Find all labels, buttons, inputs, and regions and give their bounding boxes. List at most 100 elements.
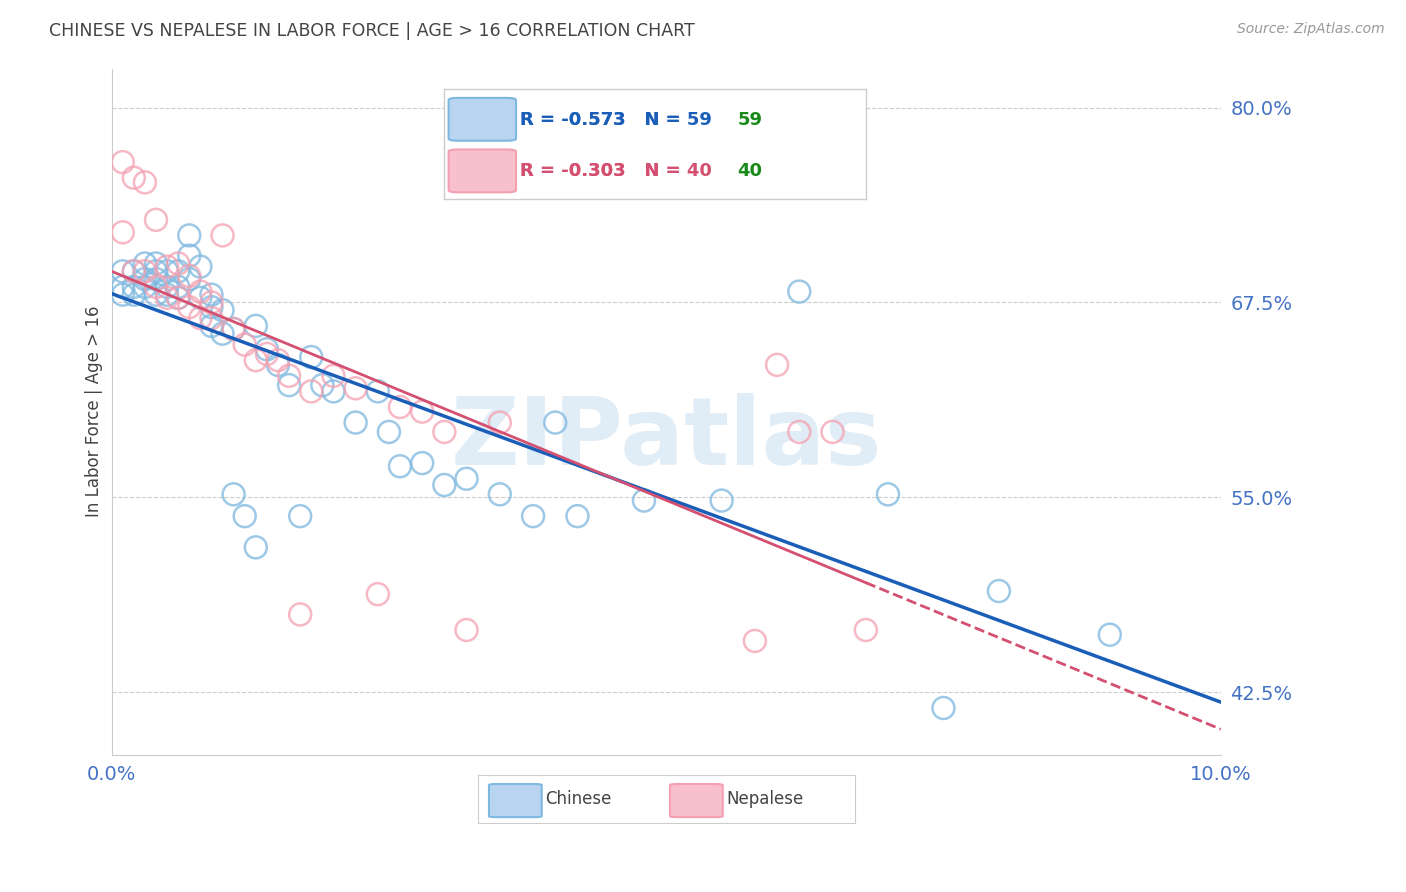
Point xyxy=(488,487,510,501)
Point xyxy=(222,322,245,336)
Point xyxy=(179,228,201,243)
Point xyxy=(167,291,190,305)
Point xyxy=(156,287,179,301)
Point xyxy=(821,425,844,439)
Point xyxy=(766,358,789,372)
Point xyxy=(367,384,389,399)
Point xyxy=(344,416,367,430)
Point xyxy=(787,285,810,299)
Point xyxy=(299,350,322,364)
Point xyxy=(111,155,134,169)
Point xyxy=(256,343,278,357)
Point xyxy=(245,541,267,555)
Point xyxy=(122,264,145,278)
Point xyxy=(388,459,411,474)
Point xyxy=(134,272,156,286)
Point xyxy=(787,425,810,439)
Point xyxy=(311,378,333,392)
Point xyxy=(122,287,145,301)
Point xyxy=(567,509,589,524)
Point xyxy=(200,311,222,326)
Point xyxy=(167,291,190,305)
Point xyxy=(134,280,156,294)
Point xyxy=(710,493,733,508)
Point xyxy=(456,623,478,637)
Point xyxy=(932,701,955,715)
Point xyxy=(544,416,567,430)
Y-axis label: In Labor Force | Age > 16: In Labor Force | Age > 16 xyxy=(86,306,103,517)
Point xyxy=(200,287,222,301)
Point xyxy=(156,260,179,274)
Point xyxy=(378,425,401,439)
Point xyxy=(987,584,1010,599)
Point xyxy=(855,623,877,637)
Point xyxy=(122,280,145,294)
Point xyxy=(134,256,156,270)
Point xyxy=(145,212,167,227)
Point xyxy=(344,381,367,395)
Point xyxy=(167,280,190,294)
Point xyxy=(145,264,167,278)
Point xyxy=(744,634,766,648)
Point xyxy=(145,272,167,286)
Point xyxy=(145,256,167,270)
Point xyxy=(167,256,190,270)
Point xyxy=(190,311,212,326)
Point xyxy=(111,225,134,239)
Point xyxy=(211,303,233,318)
Point xyxy=(633,493,655,508)
Point xyxy=(367,587,389,601)
Point xyxy=(190,285,212,299)
Text: ZIPatlas: ZIPatlas xyxy=(450,393,882,485)
Point xyxy=(122,170,145,185)
Point xyxy=(522,509,544,524)
Point xyxy=(1098,628,1121,642)
Point xyxy=(288,607,311,622)
Point xyxy=(267,358,290,372)
Point xyxy=(388,400,411,414)
Point xyxy=(179,268,201,283)
Text: CHINESE VS NEPALESE IN LABOR FORCE | AGE > 16 CORRELATION CHART: CHINESE VS NEPALESE IN LABOR FORCE | AGE… xyxy=(49,22,695,40)
Point xyxy=(488,416,510,430)
Point xyxy=(145,287,167,301)
Point xyxy=(190,260,212,274)
Point xyxy=(200,300,222,314)
Point xyxy=(211,228,233,243)
Point xyxy=(278,378,301,392)
Point xyxy=(122,264,145,278)
Point xyxy=(222,487,245,501)
Point xyxy=(111,287,134,301)
Point xyxy=(322,384,344,399)
Point xyxy=(256,347,278,361)
Point xyxy=(433,478,456,492)
Point xyxy=(411,456,433,470)
Point xyxy=(322,368,344,383)
Point xyxy=(278,368,301,383)
Point xyxy=(179,272,201,286)
Point xyxy=(267,353,290,368)
Point xyxy=(145,280,167,294)
Point xyxy=(211,326,233,341)
Point xyxy=(222,322,245,336)
Point xyxy=(245,353,267,368)
Point xyxy=(134,264,156,278)
Point xyxy=(156,264,179,278)
Point xyxy=(179,249,201,263)
Point xyxy=(179,300,201,314)
Point xyxy=(156,291,179,305)
Point xyxy=(111,280,134,294)
Point xyxy=(134,175,156,189)
Point xyxy=(456,472,478,486)
Point xyxy=(233,337,256,351)
Point xyxy=(411,405,433,419)
Point xyxy=(299,384,322,399)
Point xyxy=(877,487,900,501)
Point xyxy=(245,318,267,333)
Point xyxy=(111,264,134,278)
Point xyxy=(433,425,456,439)
Point xyxy=(156,280,179,294)
Point xyxy=(190,291,212,305)
Point xyxy=(200,318,222,333)
Point xyxy=(288,509,311,524)
Point xyxy=(200,295,222,310)
